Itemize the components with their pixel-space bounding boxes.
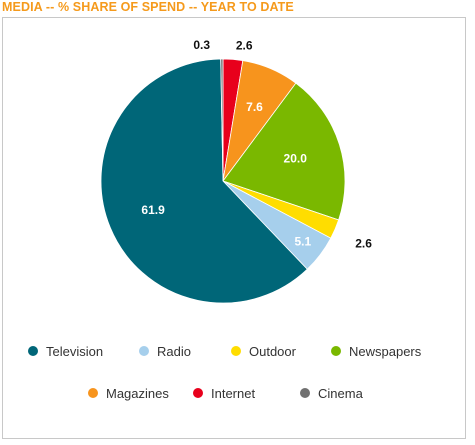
pie-slice-newspapers <box>222 82 346 221</box>
legend-label-outdoor: Outdoor <box>249 344 297 359</box>
data-label-newspapers: 20.0 <box>284 151 308 165</box>
legend-marker-outdoor <box>231 346 241 356</box>
pie-slice-television <box>100 58 308 304</box>
chart-title: MEDIA -- % SHARE OF SPEND -- YEAR TO DAT… <box>2 0 294 14</box>
data-label-magazines: 7.6 <box>246 100 263 114</box>
data-label-television: 61.9 <box>141 203 165 217</box>
data-label-outdoor: 2.6 <box>355 237 372 251</box>
legend-marker-radio <box>139 346 149 356</box>
legend-marker-newspapers <box>331 346 341 356</box>
legend-label-radio: Radio <box>157 344 191 359</box>
legend-marker-television <box>28 346 38 356</box>
data-label-cinema: 0.3 <box>193 38 210 52</box>
data-label-internet: 2.6 <box>236 39 253 53</box>
legend-label-magazines: Magazines <box>106 386 169 401</box>
legend-label-newspapers: Newspapers <box>349 344 422 359</box>
data-label-radio: 5.1 <box>294 234 311 248</box>
pie-slice-cinema <box>220 58 224 182</box>
legend-marker-internet <box>193 388 203 398</box>
legend-marker-magazines <box>88 388 98 398</box>
legend-label-internet: Internet <box>211 386 255 401</box>
legend-label-television: Television <box>46 344 103 359</box>
legend-label-cinema: Cinema <box>318 386 364 401</box>
legend-marker-cinema <box>300 388 310 398</box>
